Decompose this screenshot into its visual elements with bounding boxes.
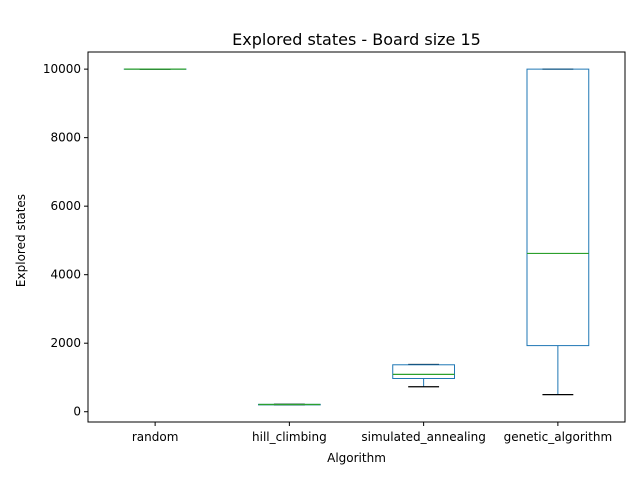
y-tick-label: 6000: [50, 199, 81, 213]
y-axis-label: Explored states: [14, 194, 28, 287]
x-axis-label: Algorithm: [327, 451, 386, 465]
y-tick-label: 8000: [50, 131, 81, 145]
y-tick-label: 0: [73, 405, 81, 419]
plot-area: 0 2000 4000 6000 8000 10000 random hill_climbin…: [43, 51, 626, 444]
x-tick-label: random: [132, 430, 179, 444]
chart-title: Explored states - Board size 15: [232, 30, 481, 49]
box-simulated_annealing: [392, 364, 456, 379]
y-tick-label: 4000: [50, 268, 81, 282]
box-genetic_algorithm: [526, 68, 590, 347]
y-tick-label: 10000: [43, 62, 81, 76]
x-tick-label: hill_climbing: [252, 430, 327, 444]
x-tick-label: genetic_algorithm: [504, 430, 613, 444]
y-tick-label: 2000: [50, 336, 81, 350]
axes-frame: [87, 51, 626, 423]
x-tick-label: simulated_annealing: [361, 430, 485, 444]
